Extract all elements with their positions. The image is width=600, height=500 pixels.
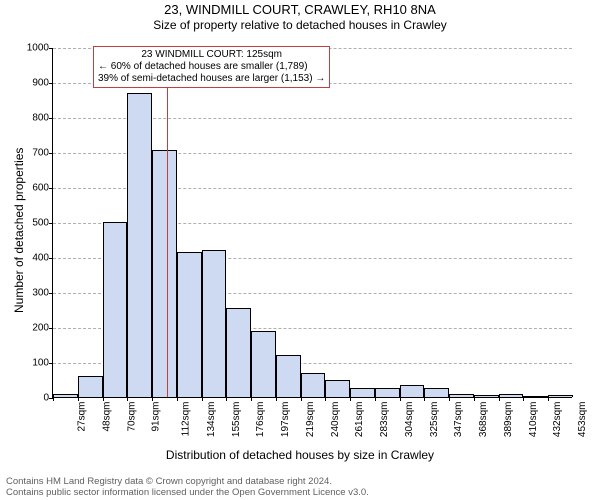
footer-note: Contains HM Land Registry data © Crown c…	[6, 476, 369, 498]
x-tick	[127, 397, 128, 401]
x-tick	[548, 397, 549, 401]
x-tick-label: 453sqm	[575, 402, 588, 438]
x-tick-label: 134sqm	[204, 402, 217, 438]
x-tick	[251, 397, 252, 401]
annotation-line: ← 60% of detached houses are smaller (1,…	[98, 61, 325, 73]
x-tick	[152, 397, 153, 401]
annotation-line: 39% of semi-detached houses are larger (…	[98, 73, 325, 85]
histogram-bar	[301, 373, 326, 398]
histogram-bar	[375, 388, 400, 397]
x-tick	[177, 397, 178, 401]
histogram-bar	[152, 150, 177, 397]
y-tick-label: 400	[32, 253, 53, 264]
y-tick-label: 900	[32, 78, 53, 89]
x-tick	[276, 397, 277, 401]
histogram-bar	[127, 93, 152, 398]
x-tick	[103, 397, 104, 401]
marker-line	[167, 48, 168, 397]
page-subtitle: Size of property relative to detached ho…	[0, 18, 600, 32]
histogram-bar	[523, 396, 548, 397]
histogram-bar	[251, 331, 276, 398]
x-tick	[375, 397, 376, 401]
x-tick	[424, 397, 425, 401]
x-tick-label: 389sqm	[501, 402, 514, 438]
histogram-bar	[78, 376, 103, 397]
y-tick-label: 0	[43, 393, 53, 404]
page-title: 23, WINDMILL COURT, CRAWLEY, RH10 8NA	[0, 2, 600, 17]
x-tick	[325, 397, 326, 401]
histogram-bar	[449, 394, 474, 398]
x-tick	[499, 397, 500, 401]
histogram-bar	[474, 395, 499, 397]
x-tick-label: 91sqm	[149, 402, 162, 432]
x-axis-label: Distribution of detached houses by size …	[0, 448, 600, 462]
histogram-bar	[103, 222, 128, 397]
x-tick-label: 283sqm	[377, 402, 390, 438]
x-tick	[78, 397, 79, 401]
y-tick-label: 100	[32, 358, 53, 369]
x-tick-label: 240sqm	[328, 402, 341, 438]
histogram-bar	[276, 355, 301, 397]
x-tick	[202, 397, 203, 401]
x-tick-label: 112sqm	[178, 402, 191, 437]
x-tick-label: 325sqm	[427, 402, 440, 438]
x-tick	[53, 397, 54, 401]
footer-line: Contains public sector information licen…	[6, 487, 369, 498]
y-axis-label: Number of detached properties	[12, 148, 26, 313]
x-tick-label: 304sqm	[402, 402, 415, 438]
histogram-bar	[226, 308, 251, 397]
footer-line: Contains HM Land Registry data © Crown c…	[6, 476, 369, 487]
y-tick-label: 800	[32, 113, 53, 124]
y-tick-label: 200	[32, 323, 53, 334]
histogram-bar	[499, 394, 524, 398]
histogram-bar	[325, 380, 350, 398]
histogram-bar	[53, 394, 78, 398]
histogram-bar	[202, 250, 227, 397]
x-tick-label: 48sqm	[99, 402, 112, 432]
x-tick-label: 155sqm	[229, 402, 242, 438]
x-tick	[301, 397, 302, 401]
histogram-bar	[350, 388, 375, 397]
x-tick-label: 432sqm	[551, 402, 564, 438]
annotation-line: 23 WINDMILL COURT: 125sqm	[98, 49, 325, 61]
histogram-bar	[424, 388, 449, 397]
histogram-bar	[548, 395, 573, 397]
x-tick	[474, 397, 475, 401]
x-tick-label: 347sqm	[452, 402, 465, 438]
histogram-bar	[177, 252, 202, 397]
x-tick	[523, 397, 524, 401]
x-tick-label: 27sqm	[75, 402, 88, 432]
x-tick-label: 368sqm	[476, 402, 489, 438]
histogram-chart: 0100200300400500600700800900100027sqm48s…	[52, 48, 572, 398]
y-tick-label: 700	[32, 148, 53, 159]
x-tick	[449, 397, 450, 401]
x-tick-label: 410sqm	[526, 402, 539, 438]
y-tick-label: 1000	[27, 43, 53, 54]
x-tick	[226, 397, 227, 401]
x-tick-label: 219sqm	[303, 402, 316, 438]
x-tick-label: 261sqm	[352, 402, 365, 438]
y-tick-label: 500	[32, 218, 53, 229]
histogram-bar	[400, 385, 425, 397]
y-tick-label: 300	[32, 288, 53, 299]
x-tick-label: 197sqm	[278, 402, 291, 438]
x-tick	[350, 397, 351, 401]
annotation-box: 23 WINDMILL COURT: 125sqm← 60% of detach…	[93, 46, 330, 88]
x-tick-label: 176sqm	[253, 402, 266, 438]
x-tick	[400, 397, 401, 401]
y-tick-label: 600	[32, 183, 53, 194]
x-tick-label: 70sqm	[124, 402, 137, 432]
